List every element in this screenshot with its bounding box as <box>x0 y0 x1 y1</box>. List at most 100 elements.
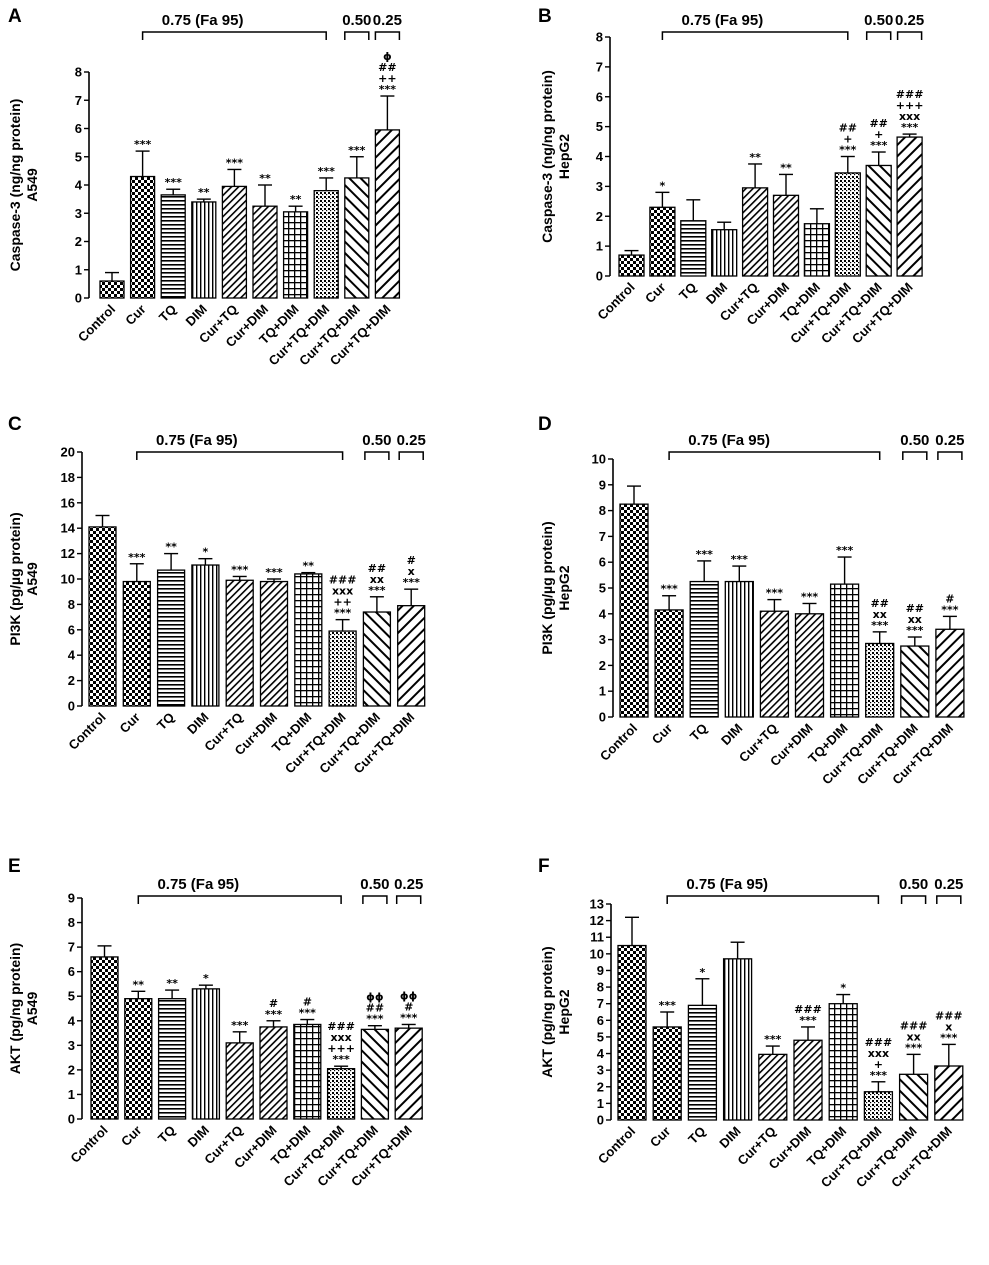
significance-mark: *** <box>901 121 919 134</box>
significance-mark: xx <box>873 608 887 621</box>
y-tick-label: 4 <box>68 1013 76 1028</box>
significance-mark: ϕϕ <box>400 989 418 1002</box>
bar-dim <box>191 201 217 299</box>
significance-mark: *** <box>839 144 857 157</box>
y-tick-label: 6 <box>68 622 75 637</box>
bar-cur-tq-dim <box>934 1065 964 1121</box>
y-axis-cell-line-label: HepG2 <box>556 989 572 1034</box>
y-tick-label: 6 <box>596 89 603 104</box>
dose-label: 0.75 (Fa 95) <box>162 12 244 29</box>
dose-bracket <box>141 31 327 40</box>
dose-label: 0.50 <box>899 876 928 893</box>
significance-mark: *** <box>128 551 146 564</box>
significance-mark: *** <box>332 1053 350 1066</box>
bar-cur <box>122 580 151 707</box>
y-axis-cell-line-label: HepG2 <box>556 565 572 610</box>
y-tick-label: 10 <box>61 572 75 587</box>
significance-mark: * <box>203 972 209 985</box>
bar-cur-tq <box>221 185 248 299</box>
significance-mark: ### <box>900 1019 928 1032</box>
y-tick-label: 11 <box>590 930 604 945</box>
y-tick-label: 3 <box>599 632 606 647</box>
y-tick-label: 2 <box>596 209 603 224</box>
y-axis-cell-line-label: A549 <box>24 168 40 202</box>
dose-bracket <box>666 895 880 904</box>
significance-mark: *** <box>334 607 352 620</box>
y-tick-label: 7 <box>599 529 606 544</box>
panel-letter: C <box>8 414 22 435</box>
category-label: DIM <box>716 1124 743 1151</box>
bar-cur-tq-dim <box>326 1068 356 1120</box>
y-tick-label: 7 <box>596 59 603 74</box>
significance-mark: *** <box>265 566 283 579</box>
y-tick-label: 9 <box>597 963 604 978</box>
dose-bracket <box>902 451 928 460</box>
significance-mark: +++ <box>896 99 924 112</box>
significance-mark: ## <box>366 1002 384 1015</box>
significance-mark: *** <box>226 156 244 169</box>
significance-mark: *** <box>731 553 749 566</box>
y-tick-label: 0 <box>75 291 82 306</box>
y-tick-label: 12 <box>590 913 604 928</box>
significance-mark: + <box>843 133 852 146</box>
y-tick-label: 4 <box>596 149 604 164</box>
significance-mark: ++ <box>378 72 396 85</box>
dose-label: 0.75 (Fa 95) <box>688 432 770 449</box>
bar-cur-tq <box>759 610 790 718</box>
y-tick-label: 0 <box>599 710 606 725</box>
category-label: TQ <box>156 302 179 325</box>
significance-mark: ### <box>794 1003 822 1016</box>
y-tick-label: 0 <box>68 699 75 714</box>
y-tick-label: 18 <box>61 470 75 485</box>
y-tick-label: 8 <box>596 30 603 45</box>
significance-mark: xxx <box>899 110 920 123</box>
y-tick-label: 10 <box>590 946 604 961</box>
y-tick-label: 4 <box>597 1046 605 1061</box>
dose-label: 0.50 <box>360 876 389 893</box>
significance-mark: *** <box>165 176 183 189</box>
bar-cur <box>129 175 156 299</box>
significance-mark: *** <box>265 1008 283 1021</box>
significance-mark: xx <box>908 613 922 626</box>
dose-label: 0.25 <box>373 12 402 29</box>
dose-label: 0.50 <box>900 432 929 449</box>
significance-mark: ϕϕ <box>366 991 384 1004</box>
y-axis-label: Caspase-3 (ng/ng protein) <box>7 99 23 272</box>
significance-mark: *** <box>348 144 366 157</box>
significance-mark: ϕ <box>383 50 392 63</box>
significance-mark: # <box>269 997 278 1010</box>
significance-mark: xxx <box>330 1031 351 1044</box>
significance-mark: *** <box>870 1069 888 1082</box>
y-tick-label: 4 <box>599 606 607 621</box>
bar-cur-dim <box>259 1026 288 1120</box>
category-label: Control <box>65 710 108 753</box>
dose-bracket <box>896 31 923 40</box>
bar-dim <box>191 564 220 707</box>
bar-control <box>90 956 119 1120</box>
significance-mark: ** <box>780 161 792 174</box>
significance-mark: ** <box>259 172 271 185</box>
bar-tq-dim <box>828 1003 858 1121</box>
bar-cur-tq-dim <box>865 642 895 718</box>
significance-mark: *** <box>941 603 959 616</box>
significance-mark: ### <box>327 1020 355 1033</box>
bar-cur-tq-dim <box>374 129 401 299</box>
bar-cur-tq-dim <box>865 164 892 277</box>
bar-cur-tq-dim <box>900 645 930 718</box>
significance-mark: *** <box>764 1033 782 1046</box>
y-tick-label: 8 <box>599 503 606 518</box>
dose-label: 0.25 <box>397 432 426 449</box>
category-label: Control <box>597 721 640 764</box>
bar-cur <box>652 1026 682 1121</box>
significance-mark: *** <box>134 138 152 151</box>
significance-mark: * <box>700 966 706 979</box>
bar-cur-tq <box>225 1042 254 1120</box>
y-tick-label: 6 <box>599 555 606 570</box>
significance-mark: # <box>404 1000 413 1013</box>
bar-control <box>88 526 117 707</box>
y-tick-label: 9 <box>599 477 606 492</box>
y-tick-label: 20 <box>61 445 75 460</box>
y-tick-label: 9 <box>68 891 75 906</box>
y-tick-label: 6 <box>597 1013 604 1028</box>
category-label: Control <box>594 280 637 323</box>
